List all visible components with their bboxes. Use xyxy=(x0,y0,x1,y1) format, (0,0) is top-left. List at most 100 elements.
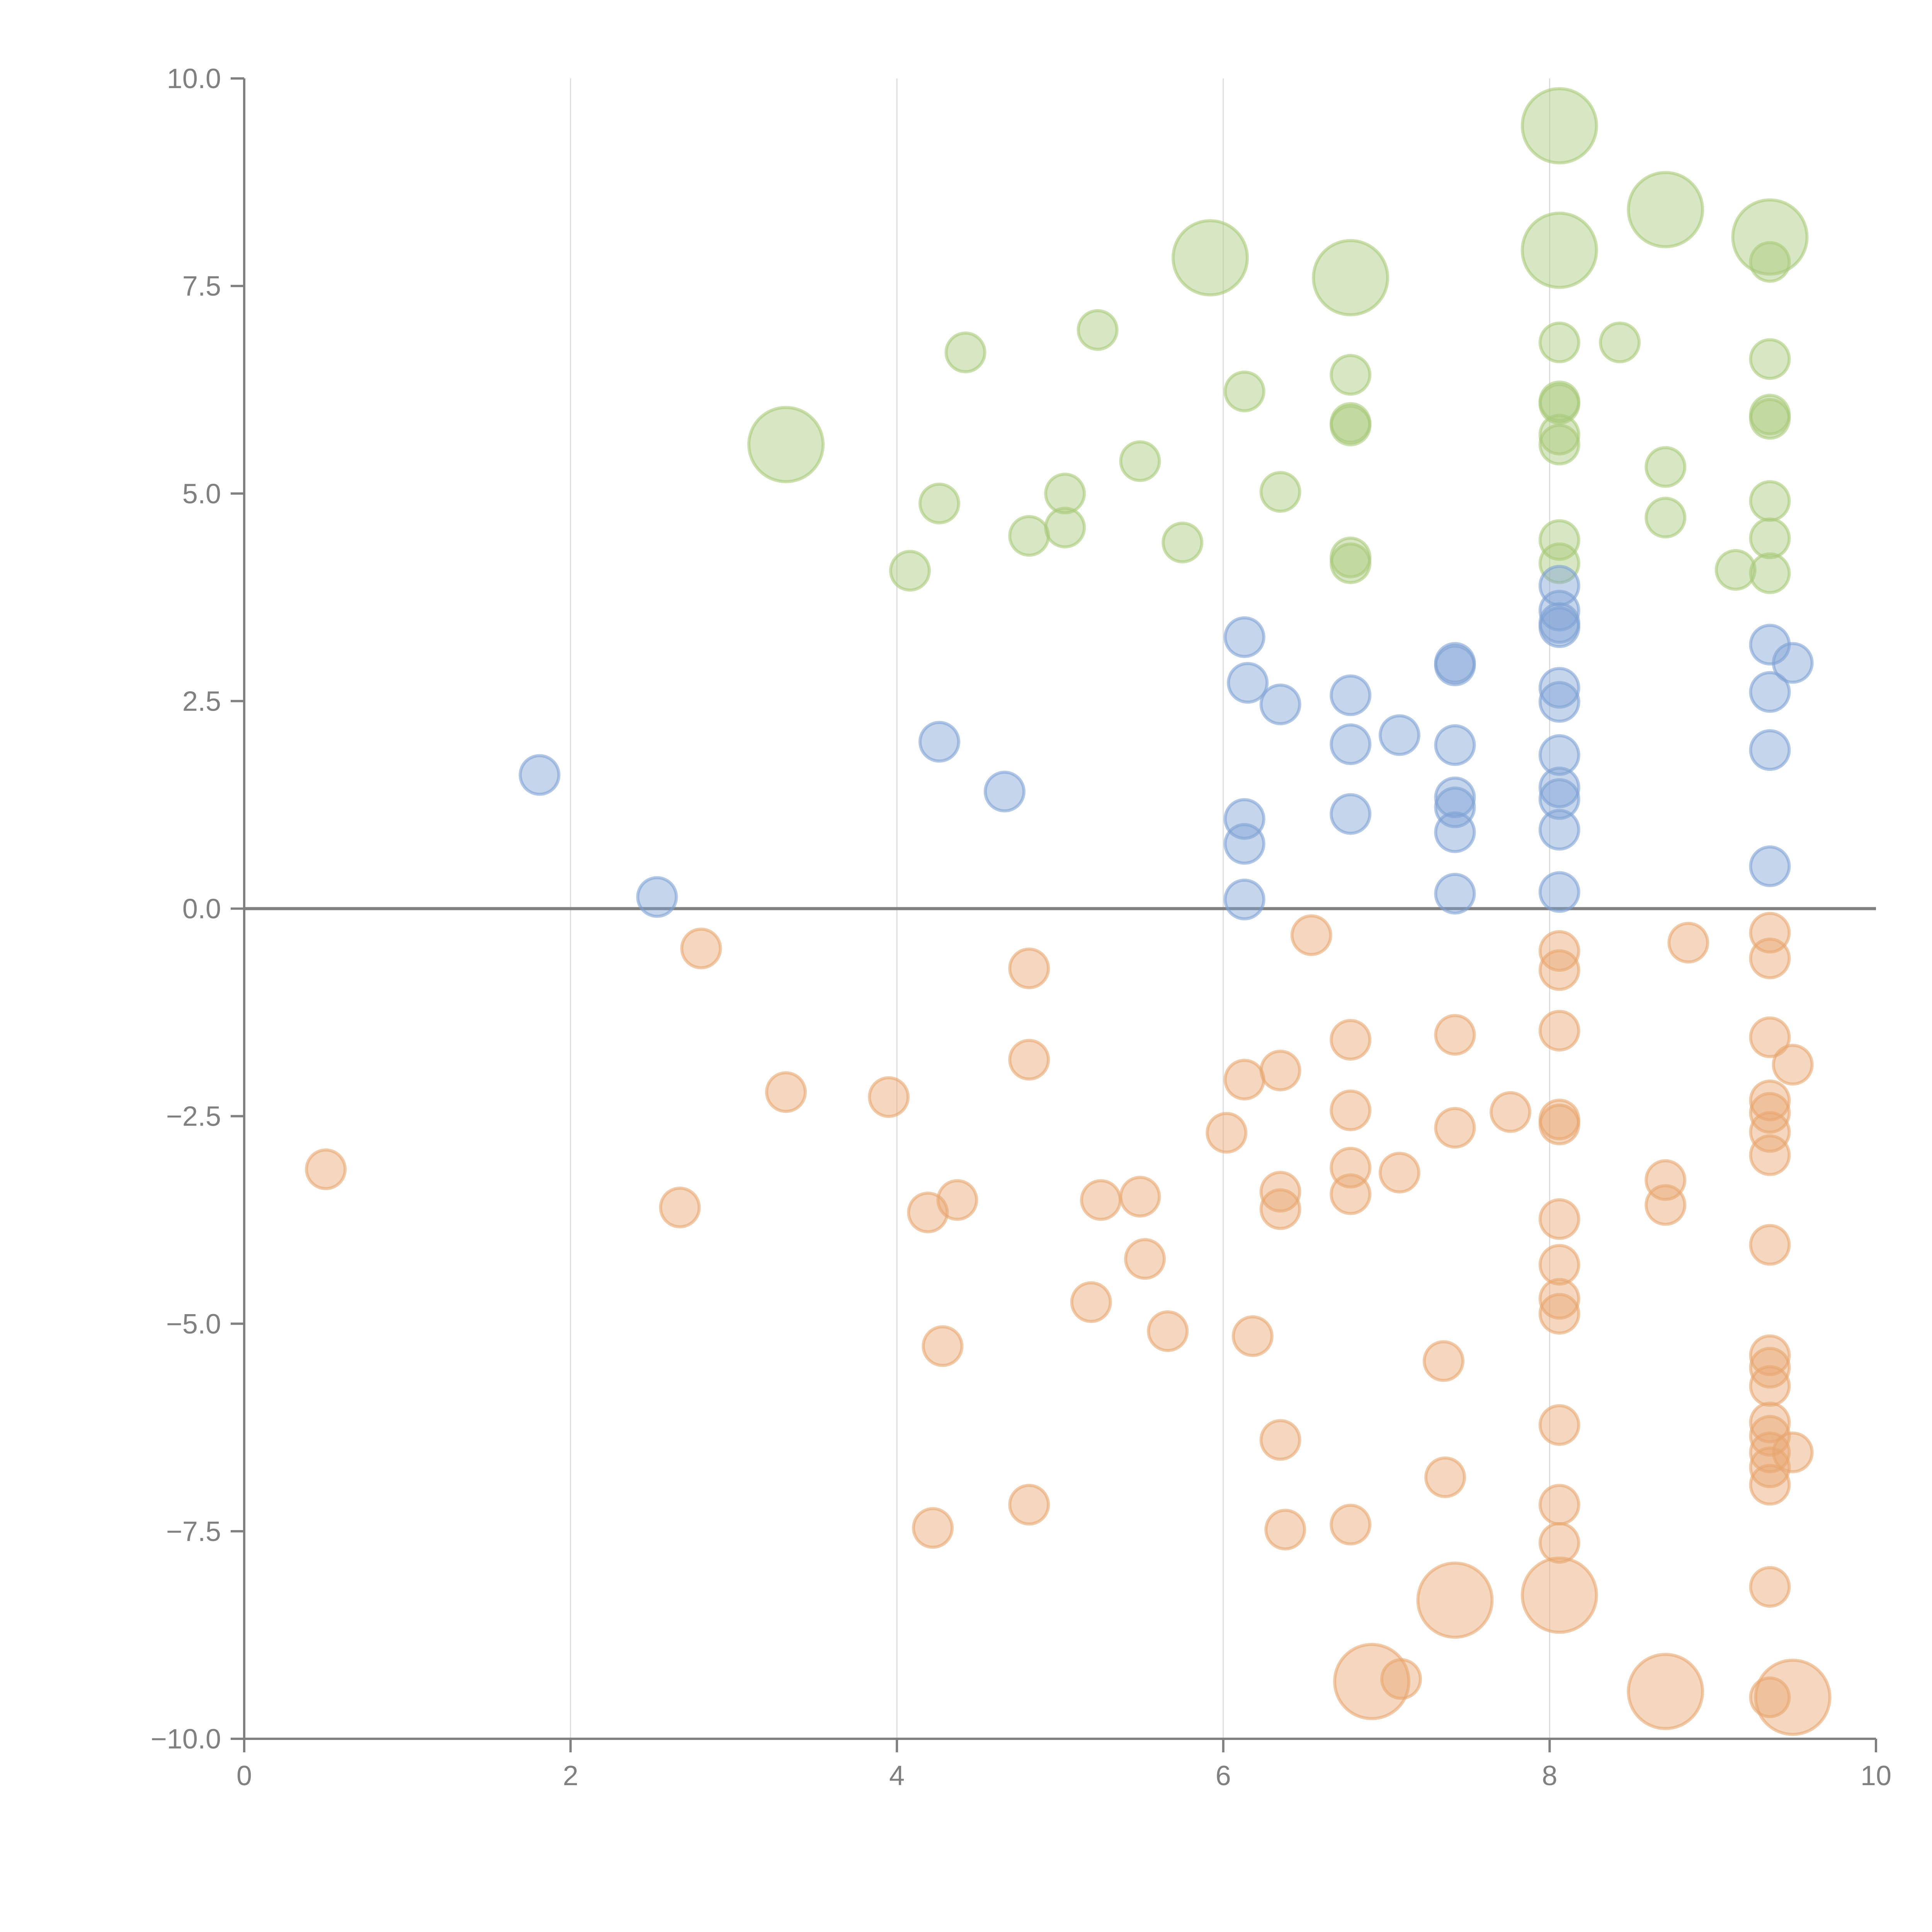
data-point-blue xyxy=(1538,606,1580,648)
data-point-orange xyxy=(1772,1431,1814,1473)
y-tick-label: −5.0 xyxy=(166,1309,221,1340)
y-tick-label: 10.0 xyxy=(167,63,221,94)
data-point-green xyxy=(1538,542,1580,584)
data-point-orange xyxy=(1627,1653,1704,1730)
data-point-green xyxy=(1044,473,1086,515)
data-point-green xyxy=(1330,542,1372,584)
data-point-blue xyxy=(1434,644,1476,686)
data-point-orange xyxy=(1538,1522,1580,1564)
data-point-orange xyxy=(1008,947,1050,990)
data-point-orange xyxy=(1008,1039,1050,1081)
data-point-blue xyxy=(1434,811,1476,853)
data-point-blue xyxy=(1223,878,1265,920)
data-point-orange xyxy=(1538,1278,1580,1320)
data-point-orange xyxy=(680,927,722,969)
data-point-green xyxy=(1714,549,1757,591)
series-blue xyxy=(519,565,1814,920)
data-point-blue xyxy=(636,876,678,918)
data-point-green xyxy=(1259,471,1301,513)
data-point-green xyxy=(1330,354,1372,396)
x-tick-label: 4 xyxy=(889,1760,905,1791)
data-point-blue xyxy=(1538,734,1580,776)
data-point-green xyxy=(1330,405,1372,447)
data-point-green xyxy=(1119,440,1161,482)
data-point-orange xyxy=(912,1507,954,1549)
data-point-green xyxy=(1599,321,1641,364)
data-point-blue xyxy=(1330,723,1372,765)
data-point-green xyxy=(1077,309,1119,351)
data-point-orange xyxy=(1749,1224,1791,1266)
data-point-blue xyxy=(1538,681,1580,723)
data-point-blue xyxy=(1749,845,1791,887)
data-point-orange xyxy=(1749,1676,1791,1718)
data-point-orange xyxy=(1538,1104,1580,1146)
data-point-orange xyxy=(1424,1456,1466,1498)
data-point-orange xyxy=(1749,1079,1791,1121)
data-point-orange xyxy=(868,1076,910,1118)
data-point-orange xyxy=(1434,1014,1476,1056)
data-point-blue xyxy=(1434,724,1476,766)
data-point-orange xyxy=(1330,1173,1372,1215)
data-point-orange xyxy=(1645,1184,1687,1226)
data-point-green xyxy=(1162,522,1204,564)
data-point-blue xyxy=(1223,616,1265,658)
y-ticks: 10.0 7.5 5.0 2.5 0.0 −2.5 −5.0 −7.5 −10.0 xyxy=(151,63,244,1755)
data-point-orange xyxy=(1290,914,1332,956)
x-tick-label: 8 xyxy=(1542,1760,1557,1791)
data-point-orange xyxy=(1749,1134,1791,1176)
data-point-green xyxy=(1312,239,1389,316)
data-point-blue xyxy=(1538,778,1580,820)
data-point-green xyxy=(1223,370,1265,412)
data-point-orange xyxy=(936,1179,978,1221)
data-point-blue xyxy=(519,754,561,796)
data-point-green xyxy=(1044,507,1086,549)
data-point-blue xyxy=(1538,667,1580,709)
data-point-orange xyxy=(1754,1658,1832,1736)
data-point-orange xyxy=(659,1186,701,1228)
data-point-orange xyxy=(1749,1566,1791,1608)
data-point-blue xyxy=(918,721,960,763)
data-point-green xyxy=(1538,321,1580,364)
data-point-blue xyxy=(1330,674,1372,716)
data-point-orange xyxy=(1147,1310,1189,1352)
data-point-orange xyxy=(1259,1419,1301,1461)
data-point-green xyxy=(1749,552,1791,594)
data-point-blue xyxy=(1749,729,1791,771)
data-point-orange xyxy=(1667,922,1709,964)
data-point-orange xyxy=(765,1071,807,1113)
data-point-orange xyxy=(1330,1089,1372,1131)
y-tick-label: −7.5 xyxy=(166,1516,221,1547)
data-point-blue xyxy=(983,770,1026,813)
data-point-orange xyxy=(1080,1179,1122,1221)
data-points xyxy=(305,87,1832,1736)
data-point-orange xyxy=(1772,1044,1814,1086)
data-point-orange xyxy=(1749,1365,1791,1407)
data-point-orange xyxy=(1749,1016,1791,1058)
y-tick-label: 5.0 xyxy=(182,478,221,509)
data-point-green xyxy=(1520,87,1598,165)
data-point-orange xyxy=(1538,1293,1580,1335)
data-point-orange xyxy=(1749,937,1791,980)
series-orange xyxy=(305,912,1832,1736)
y-tick-label: 7.5 xyxy=(182,271,221,302)
data-point-blue xyxy=(1227,662,1269,704)
data-point-orange xyxy=(305,1148,347,1190)
data-point-orange xyxy=(1538,1198,1580,1240)
data-point-blue xyxy=(1378,714,1420,756)
data-point-orange xyxy=(1416,1561,1494,1639)
data-point-green xyxy=(1172,219,1249,297)
data-point-green xyxy=(889,550,931,592)
data-point-blue xyxy=(1330,793,1372,835)
data-point-green xyxy=(1538,413,1580,456)
y-tick-label: −2.5 xyxy=(166,1101,221,1132)
data-point-blue xyxy=(1538,766,1580,808)
data-point-orange xyxy=(1008,1484,1050,1526)
data-point-orange xyxy=(1538,1010,1580,1052)
data-point-orange xyxy=(1124,1238,1166,1280)
data-point-green xyxy=(1749,398,1791,440)
y-tick-label: 0.0 xyxy=(182,894,221,925)
data-point-orange xyxy=(1259,1049,1301,1092)
data-point-orange xyxy=(1538,949,1580,991)
data-point-green xyxy=(1749,338,1791,380)
